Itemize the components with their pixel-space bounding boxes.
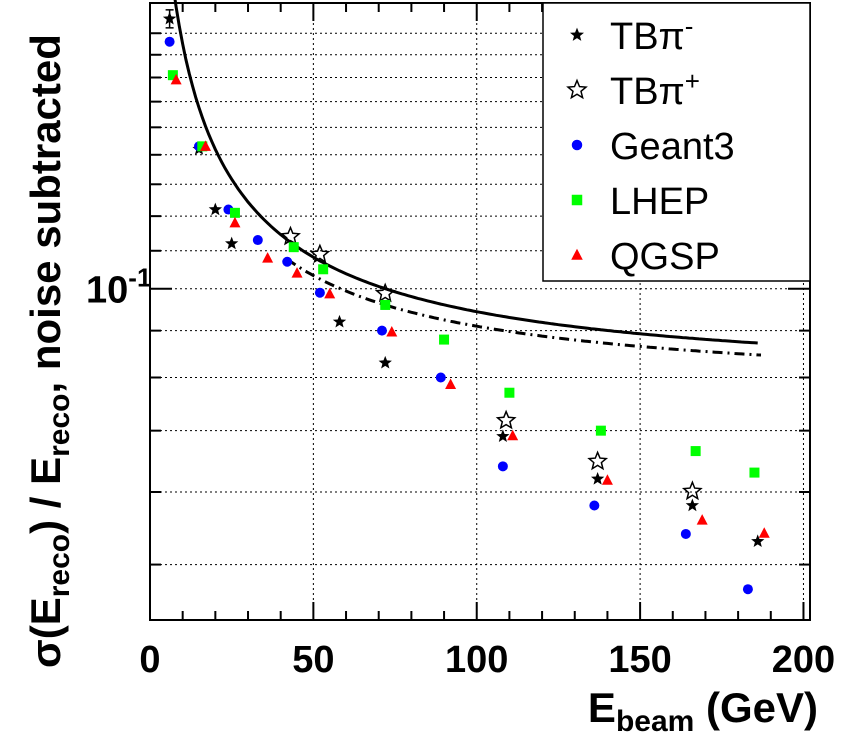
point-geant3-9 bbox=[589, 500, 600, 511]
legend-label-lhep: LHEP bbox=[610, 181, 709, 223]
point-lhep-1 bbox=[197, 141, 208, 152]
point-lhep-8 bbox=[595, 425, 606, 436]
legend-marker-lhep bbox=[571, 194, 583, 206]
x-tick-label-1: 50 bbox=[292, 639, 334, 681]
point-geant3-5 bbox=[314, 287, 325, 298]
data-points bbox=[162, 9, 770, 595]
point-tb-minus-7 bbox=[591, 472, 605, 485]
y-tick-label: 10-1 bbox=[86, 263, 151, 312]
legend-marker-tb-plus bbox=[566, 78, 588, 100]
point-lhep-2 bbox=[229, 207, 240, 218]
point-tb-plus-3 bbox=[495, 409, 517, 430]
point-qgsp-9 bbox=[601, 474, 613, 485]
point-tb-plus-1 bbox=[309, 243, 331, 264]
point-geant3-8 bbox=[497, 461, 508, 472]
point-qgsp-8 bbox=[507, 429, 519, 441]
fit-curves bbox=[173, 0, 762, 357]
point-qgsp-7 bbox=[445, 378, 457, 390]
point-geant3-10 bbox=[680, 528, 691, 539]
x-tick-label-2: 100 bbox=[445, 639, 508, 681]
point-lhep-9 bbox=[690, 446, 701, 457]
point-qgsp-3 bbox=[262, 252, 274, 263]
point-qgsp-6 bbox=[386, 325, 398, 337]
point-geant3-7 bbox=[435, 372, 446, 383]
point-tb-plus-4 bbox=[587, 450, 609, 471]
legend-label-qgsp: QGSP bbox=[610, 236, 720, 278]
y-tick-label-0.1: 10-1 bbox=[86, 263, 151, 312]
point-tb-minus-2 bbox=[208, 202, 222, 216]
point-tb-minus-9 bbox=[751, 534, 765, 547]
point-tb-plus-0 bbox=[280, 225, 301, 246]
legend-label-tb-plus: TBπ+ bbox=[610, 66, 700, 113]
point-qgsp-4 bbox=[291, 267, 303, 278]
point-geant3-0 bbox=[164, 36, 175, 47]
point-lhep-4 bbox=[318, 264, 329, 275]
point-qgsp-5 bbox=[324, 287, 336, 299]
x-tick-label-3: 150 bbox=[608, 639, 671, 681]
plot-frame bbox=[149, 2, 811, 621]
legend-marker-geant3 bbox=[571, 139, 583, 151]
point-geant3-11 bbox=[742, 584, 753, 595]
legend-label-tb-minus: TBπ- bbox=[610, 11, 693, 58]
point-tb-minus-8 bbox=[685, 498, 699, 512]
point-tb-plus-5 bbox=[681, 480, 703, 501]
point-lhep-5 bbox=[380, 299, 391, 310]
point-tb-plus-2 bbox=[374, 282, 396, 303]
point-tb-minus-5 bbox=[378, 355, 392, 369]
point-lhep-3 bbox=[288, 242, 299, 253]
point-lhep-0 bbox=[167, 70, 178, 81]
point-lhep-6 bbox=[439, 334, 450, 345]
point-qgsp-2 bbox=[229, 216, 241, 228]
legend-marker-qgsp bbox=[571, 248, 583, 260]
point-qgsp-11 bbox=[758, 527, 770, 538]
legend-box bbox=[542, 2, 811, 282]
point-geant3-3 bbox=[252, 235, 263, 246]
point-qgsp-0 bbox=[170, 73, 182, 85]
fit-curve-dash-dot bbox=[286, 257, 762, 357]
x-tick-label-4: 200 bbox=[772, 639, 835, 681]
point-lhep-7 bbox=[504, 387, 515, 398]
x-tick-label-0: 0 bbox=[139, 639, 160, 681]
point-tb-minus-4 bbox=[332, 314, 347, 328]
x-tick-labels: 0 50 100 150 200 bbox=[139, 639, 835, 681]
legend-label-geant3: Geant3 bbox=[610, 126, 735, 168]
point-qgsp-1 bbox=[200, 140, 212, 151]
point-geant3-6 bbox=[376, 325, 387, 336]
point-tb-minus-3 bbox=[225, 236, 239, 250]
point-tb-minus-6 bbox=[496, 429, 510, 442]
legend-marker-tb-minus bbox=[570, 27, 584, 41]
y-axis-title: σ(Ereco) / Ereco, noise subtracted bbox=[22, 34, 76, 668]
point-geant3-4 bbox=[282, 256, 293, 267]
point-lhep-10 bbox=[749, 467, 760, 478]
legend: TBπ- TBπ+ Geant3 LHEP QGSP bbox=[542, 2, 811, 282]
x-axis-title: Ebeam (GeV) bbox=[588, 684, 818, 738]
point-qgsp-10 bbox=[696, 514, 708, 525]
fit-curve-solid bbox=[173, 0, 758, 345]
